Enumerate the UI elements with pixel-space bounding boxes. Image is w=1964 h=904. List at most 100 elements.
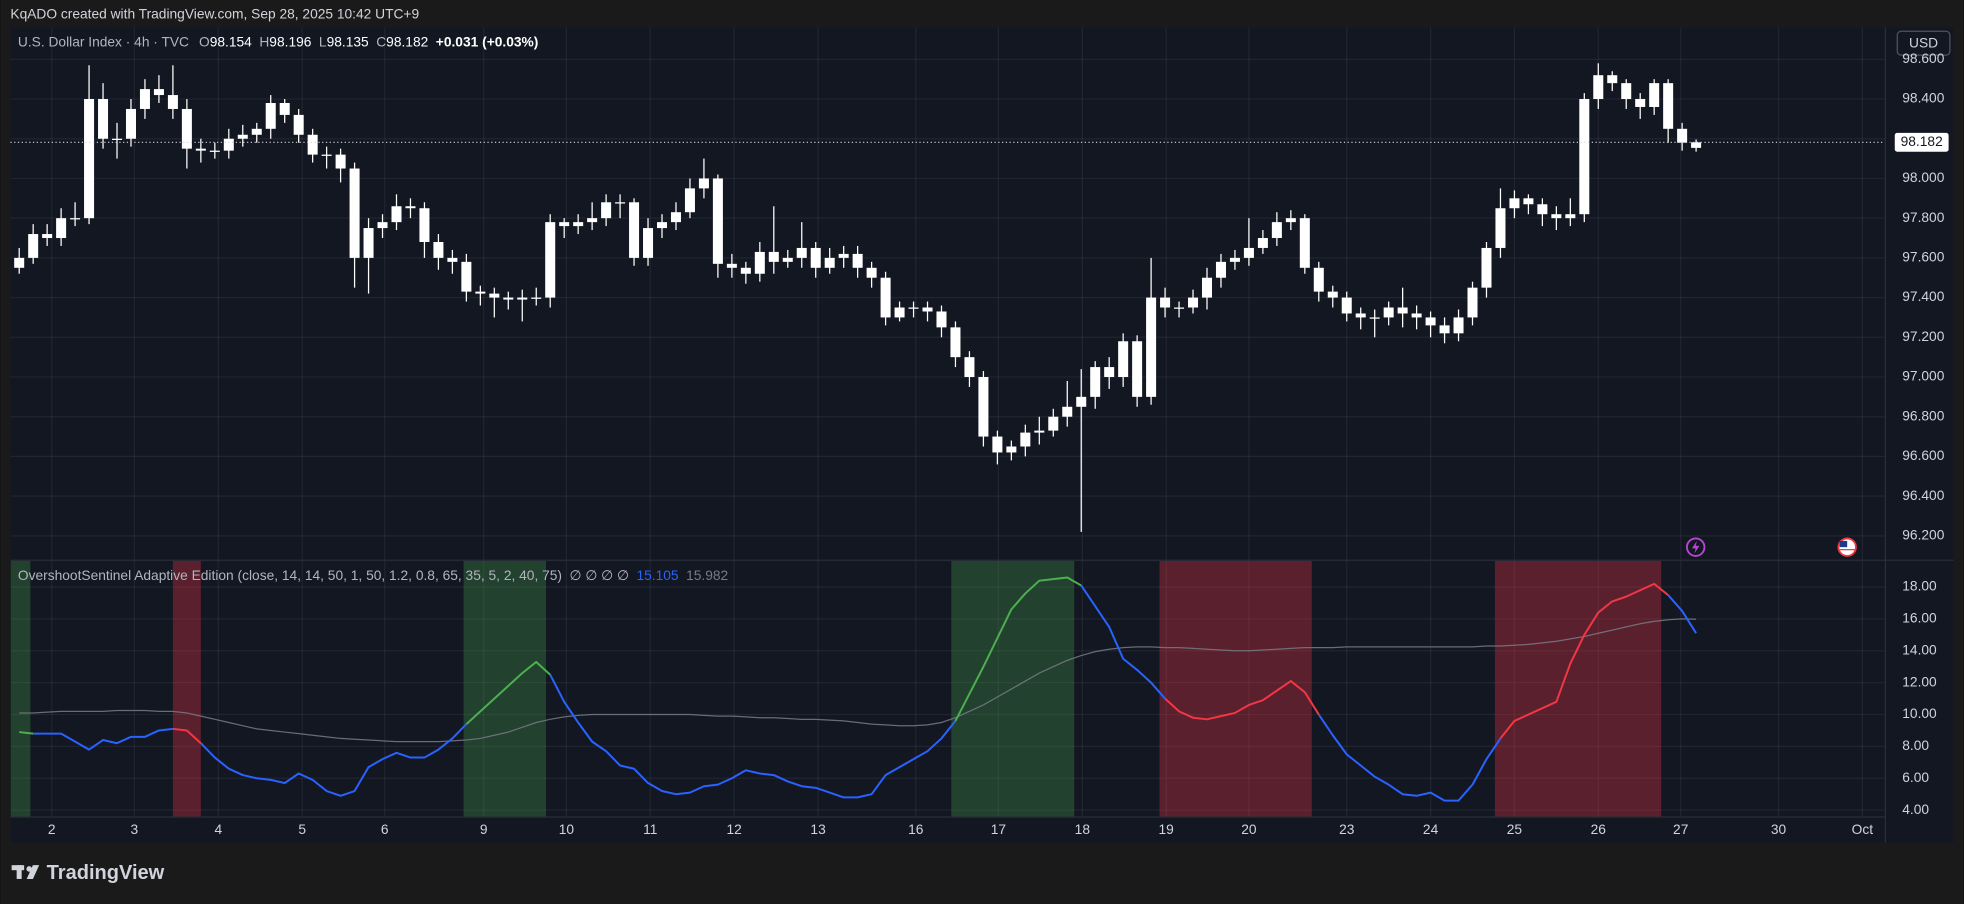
candle-body: [125, 108, 136, 139]
candle-body: [265, 102, 276, 129]
candle-body: [684, 188, 695, 213]
x-tick-label: 30: [1771, 822, 1787, 837]
candle-body: [615, 202, 626, 204]
candle-body: [559, 222, 570, 227]
candle-body: [1551, 214, 1562, 219]
candle-body: [1369, 317, 1380, 319]
candle-body: [1215, 261, 1226, 278]
candle-body: [321, 154, 332, 156]
price-change: +0.031 (+0.03%): [436, 34, 539, 49]
x-tick-label: 17: [991, 822, 1006, 837]
candle-body: [1299, 218, 1310, 268]
candle-body: [1635, 99, 1646, 107]
ohlc-prefix: C: [376, 34, 386, 49]
candle-body: [1006, 446, 1017, 453]
oscillator-line: [549, 674, 957, 799]
candle-body: [56, 218, 67, 239]
y-tick-label: 96.600: [1902, 448, 1944, 463]
event-circle[interactable]: [1685, 537, 1706, 557]
y-tick-label: 12.00: [1902, 674, 1937, 689]
candle-body: [1201, 277, 1213, 298]
ohlc-value: 98.196: [269, 34, 311, 49]
x-tick-label: 9: [480, 822, 488, 837]
candle-body: [447, 257, 458, 262]
ohlc-prefix: H: [259, 34, 269, 49]
candle-body: [1243, 247, 1254, 258]
caption: KqADO created with TradingView.com, Sep …: [10, 7, 419, 22]
baseline-line: [19, 618, 1697, 743]
y-tick-label: 10.00: [1902, 706, 1937, 721]
oscillator-line: [1164, 680, 1320, 721]
candle-body: [531, 297, 542, 299]
candle-body: [754, 251, 765, 274]
candle-body: [461, 261, 472, 292]
candle-body: [1034, 430, 1045, 433]
currency-button[interactable]: [1896, 30, 1951, 56]
ohlc-prefix: L: [319, 34, 327, 49]
event-icon[interactable]: [1685, 537, 1706, 557]
candle-body: [1397, 307, 1408, 314]
candle-body: [1579, 99, 1590, 215]
y-tick-label: 8.00: [1902, 738, 1929, 753]
candle-body: [1048, 416, 1059, 431]
candle-body: [1621, 83, 1632, 100]
x-tick-label: 25: [1507, 822, 1523, 837]
candle-body: [84, 99, 95, 219]
candle-body: [1174, 307, 1185, 309]
flag-canton: [1839, 540, 1848, 548]
candle-body: [1104, 367, 1115, 378]
oscillator-line: [172, 727, 202, 744]
country-icon[interactable]: [1837, 537, 1857, 557]
x-tick-label: 11: [643, 822, 657, 837]
y-tick-label: 6.00: [1902, 770, 1929, 785]
x-tick-label: 16: [908, 822, 924, 837]
candle-body: [643, 228, 654, 258]
signal-zone: [1494, 560, 1662, 817]
candle-body: [768, 251, 779, 262]
y-tick-label: 14.00: [1902, 642, 1937, 657]
candle-body: [181, 108, 192, 149]
x-tick-label: 23: [1339, 822, 1355, 837]
oscillator-line: [1317, 713, 1502, 802]
last-price-label: 98.182: [1901, 134, 1943, 149]
y-tick-label: 98.400: [1902, 91, 1944, 106]
candle-body: [1663, 83, 1674, 129]
y-tick-label: 96.800: [1902, 408, 1944, 423]
candle-body: [573, 222, 584, 227]
y-tick-label: 96.400: [1902, 488, 1944, 503]
signal-zone: [172, 560, 201, 817]
candle-body: [279, 102, 290, 115]
candle-body: [293, 114, 304, 135]
candle-body: [1271, 222, 1282, 239]
x-tick-label: 6: [381, 822, 389, 837]
candle-body: [740, 267, 751, 274]
candle-body: [517, 297, 528, 300]
legend-value: 15.105: [636, 568, 678, 583]
x-tick-label: 10: [559, 822, 575, 837]
candle-body: [1523, 198, 1534, 205]
candle-body: [1062, 406, 1073, 417]
candle-body: [782, 257, 793, 262]
candle-body: [1411, 313, 1422, 318]
candle-body: [223, 138, 234, 151]
currency-label[interactable]: USD: [1909, 35, 1938, 50]
oscillator-line: [1499, 582, 1669, 740]
candle-body: [1383, 307, 1394, 318]
candle-body: [1481, 247, 1492, 288]
candle-body: [726, 263, 737, 268]
candle-body: [1146, 297, 1157, 397]
candle-body: [1188, 297, 1199, 308]
candle-body: [167, 95, 178, 109]
candle-body: [349, 168, 360, 258]
candle-body: [363, 228, 374, 258]
x-tick-label: 13: [810, 822, 826, 837]
logo-stem: [16, 865, 22, 879]
y-tick-label: 97.600: [1902, 250, 1944, 265]
candle-body: [28, 234, 39, 258]
ohlc-prefix: O: [199, 34, 210, 49]
x-tick-label: 24: [1423, 822, 1439, 837]
candle-body: [377, 222, 388, 229]
ohlc-value: 98.182: [386, 34, 428, 49]
oscillator-line: [465, 660, 551, 725]
